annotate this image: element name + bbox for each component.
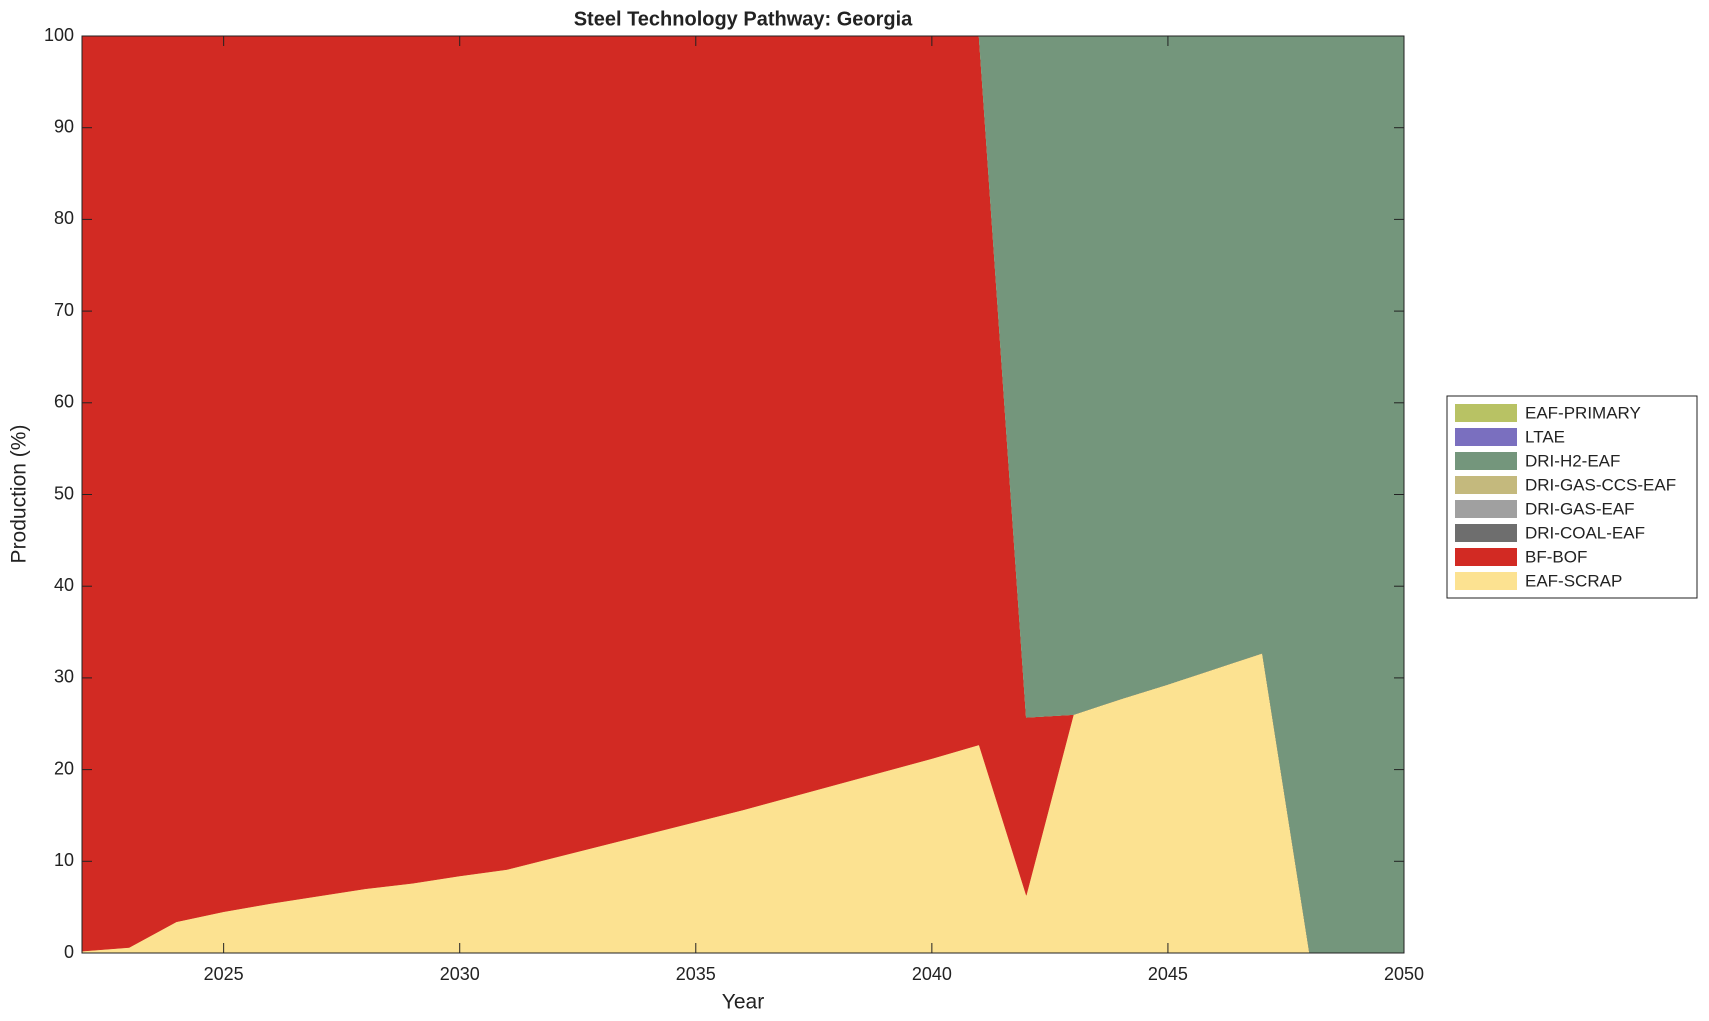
legend-label: DRI-COAL-EAF: [1525, 523, 1645, 542]
y-tick-label: 80: [54, 208, 74, 228]
legend-label: BF-BOF: [1525, 547, 1587, 566]
legend-label: DRI-GAS-CCS-EAF: [1525, 475, 1676, 494]
x-tick-label: 2050: [1384, 964, 1424, 984]
legend-box: [1446, 395, 1698, 599]
legend-swatch: [1455, 404, 1517, 422]
legend-swatch: [1455, 500, 1517, 518]
y-tick-label: 90: [54, 116, 74, 136]
y-tick-label: 40: [54, 575, 74, 595]
y-tick-label: 30: [54, 667, 74, 687]
y-tick-label: 70: [54, 300, 74, 320]
legend-swatch: [1455, 524, 1517, 542]
legend: EAF-PRIMARY LTAE DRI-H2-EAF DRI-GAS-CCS-EAF…: [1446, 395, 1698, 599]
y-tick-label: 20: [54, 758, 74, 778]
y-axis-label: Production (%): [8, 425, 31, 564]
legend-swatch: [1455, 452, 1517, 470]
x-tick-label: 2040: [912, 964, 952, 984]
y-tick-label: 10: [54, 850, 74, 870]
chart-title: Steel Technology Pathway: Georgia: [574, 8, 913, 30]
x-tick-label: 2045: [1148, 964, 1188, 984]
legend-swatch: [1455, 572, 1517, 590]
x-axis-label: Year: [722, 991, 764, 1014]
x-tick-label: 2030: [440, 964, 480, 984]
legend-swatch: [1455, 428, 1517, 446]
y-tick-label: 60: [54, 392, 74, 412]
legend-label: EAF-SCRAP: [1525, 571, 1622, 590]
y-tick-label: 0: [64, 942, 74, 962]
legend-label: DRI-GAS-EAF: [1525, 499, 1635, 518]
legend-swatch: [1455, 476, 1517, 494]
legend-swatch: [1455, 548, 1517, 566]
legend-label: LTAE: [1525, 427, 1565, 446]
y-tick-label: 50: [54, 483, 74, 503]
legend-label: DRI-H2-EAF: [1525, 451, 1620, 470]
x-tick-label: 2025: [204, 964, 244, 984]
x-tick-label: 2035: [676, 964, 716, 984]
legend-label: EAF-PRIMARY: [1525, 403, 1641, 422]
y-tick-label: 100: [44, 25, 74, 45]
